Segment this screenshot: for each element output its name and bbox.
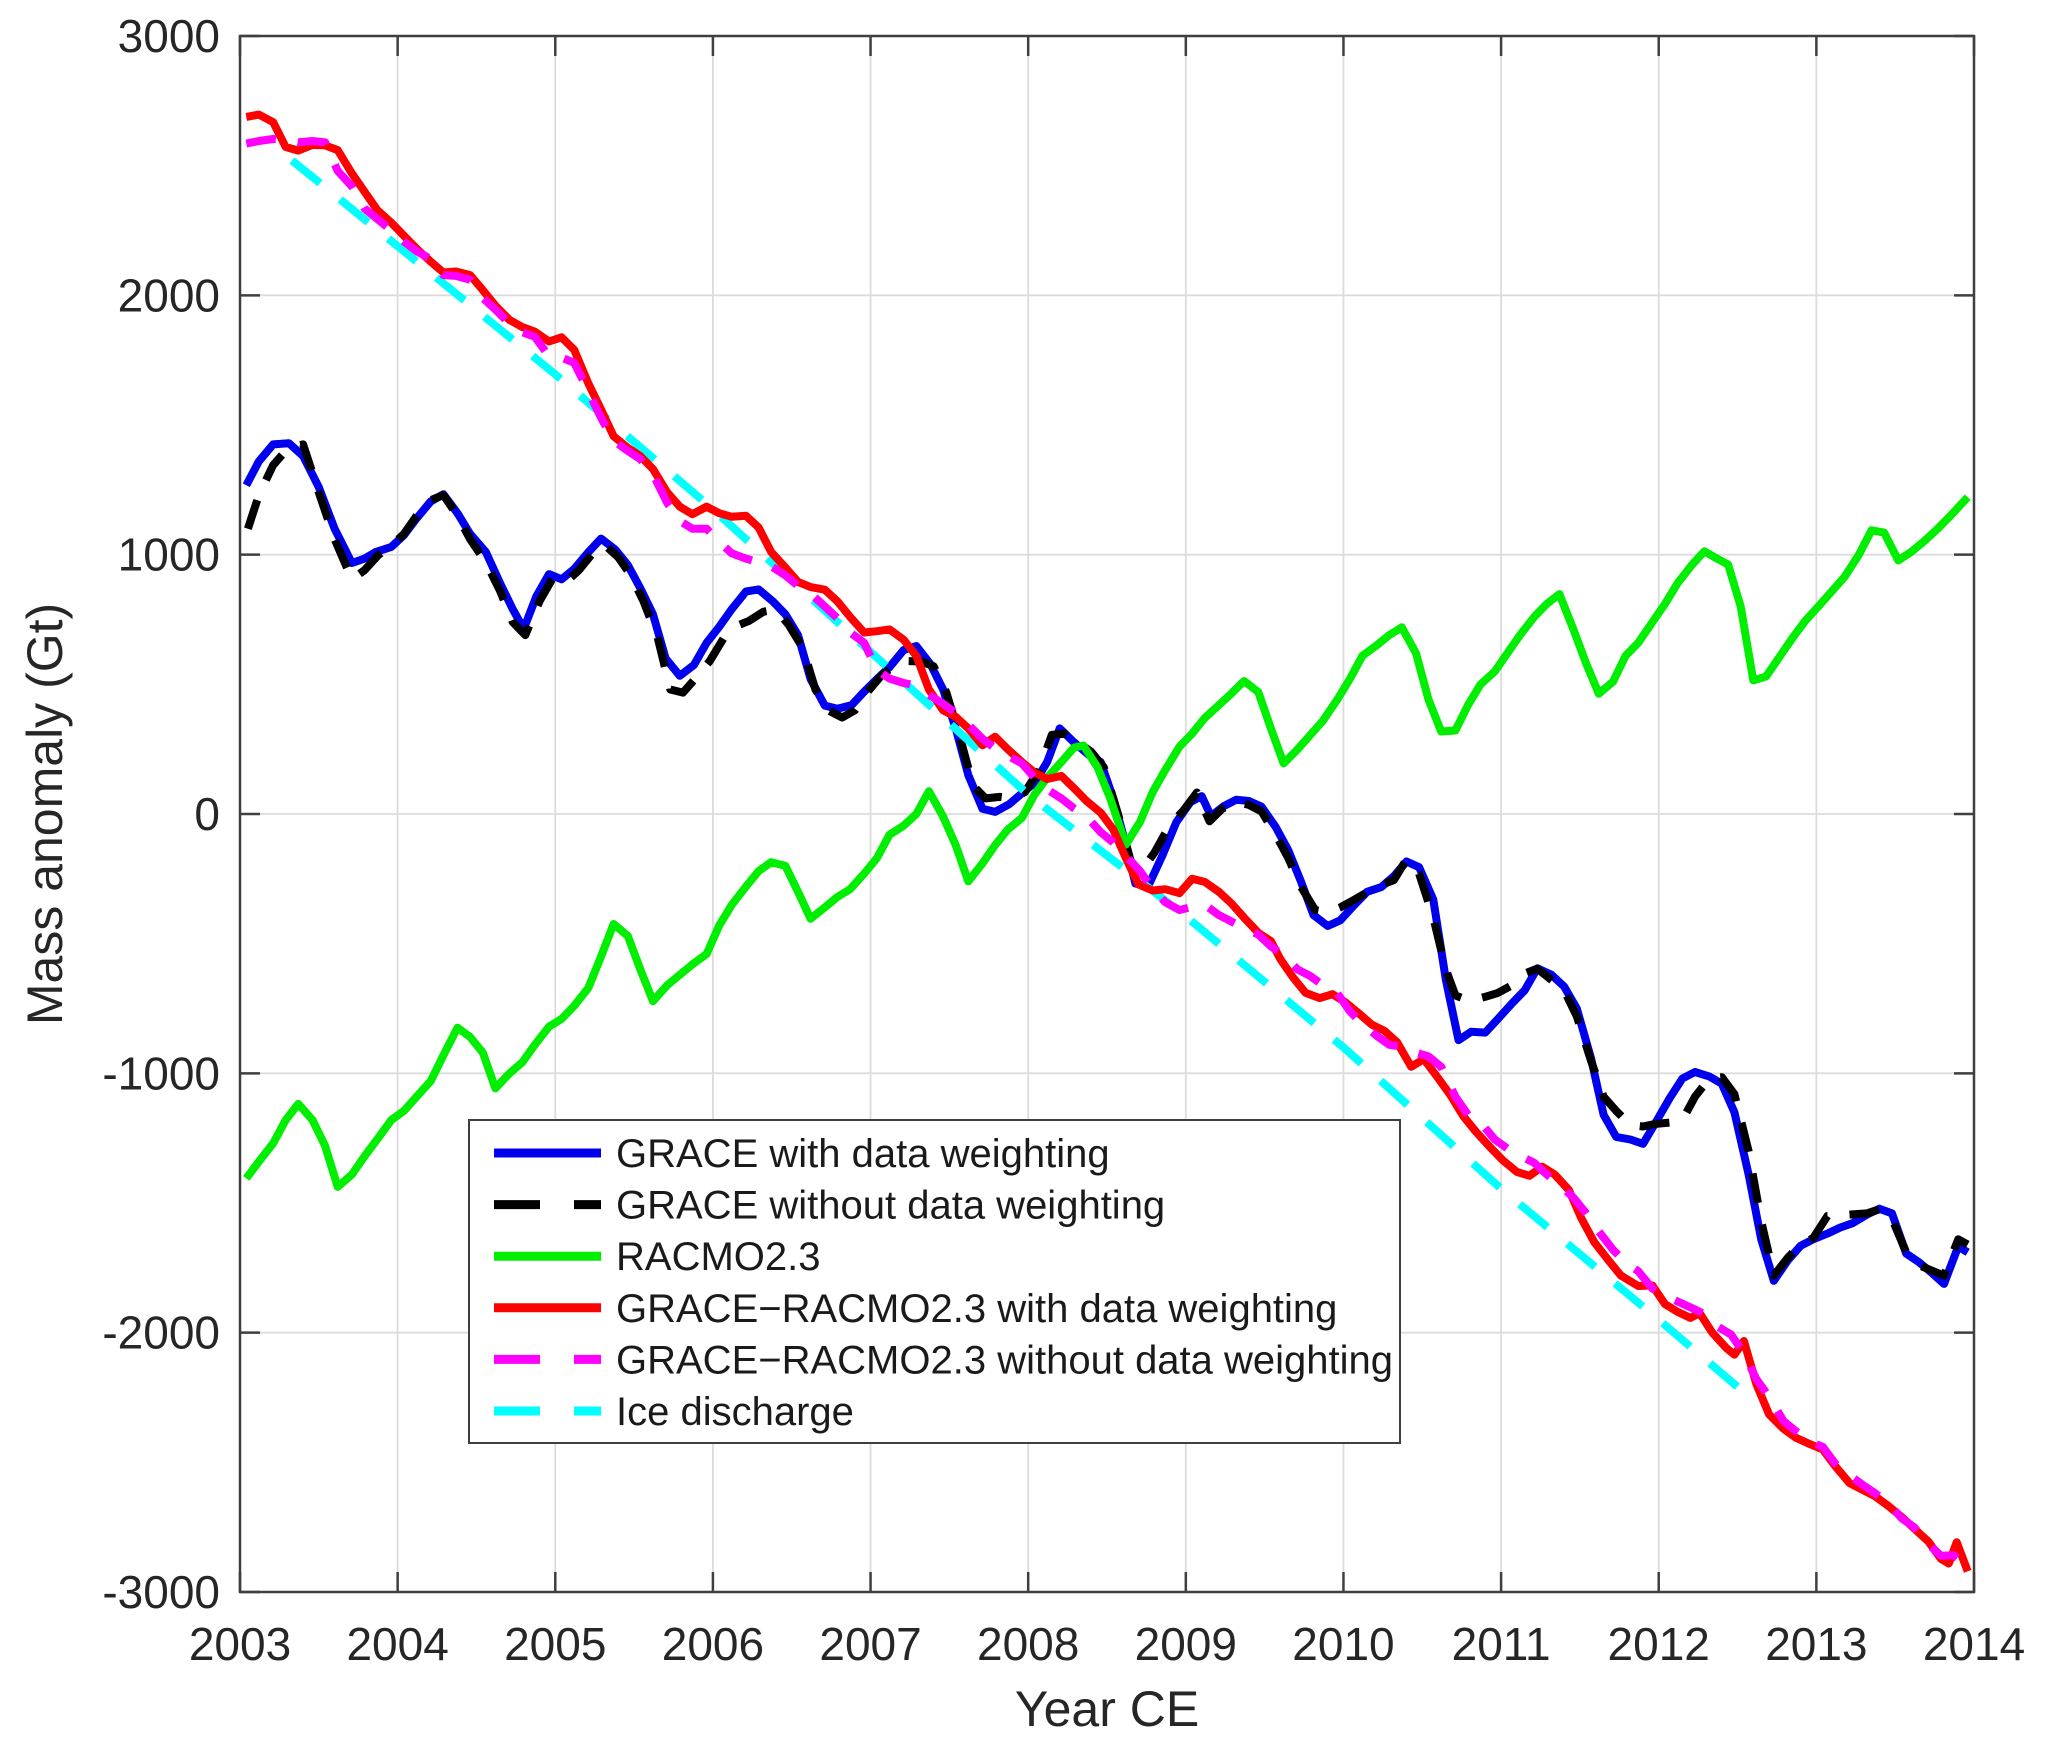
axes-box-and-ticks [238, 34, 1976, 1594]
legend: GRACE with data weighting GRACE without d… [468, 1119, 1401, 1444]
x-tick-label: 2006 [662, 1618, 764, 1670]
legend-item-label: GRACE−RACMO2.3 without data weighting [616, 1338, 1393, 1382]
x-tick-label: 2003 [189, 1618, 291, 1670]
series-line-ice-discharge [289, 157, 1748, 1397]
legend-item-label: Ice discharge [616, 1390, 854, 1434]
y-tick-label: 0 [194, 788, 220, 840]
legend-item-label: GRACE with data weighting [616, 1132, 1110, 1176]
series-line-grace-racmo2.3-without-data-weighting [245, 135, 1971, 1570]
legend-item-label: RACMO2.3 [616, 1235, 821, 1279]
y-tick-label: 2000 [118, 269, 220, 321]
x-tick-label: 2008 [977, 1618, 1079, 1670]
x-axis-label: Year CE [1015, 1681, 1199, 1737]
x-tick-label: 2005 [504, 1618, 606, 1670]
x-tick-label: 2009 [1135, 1618, 1237, 1670]
y-tick-label: 1000 [118, 529, 220, 581]
x-tick-label: 2013 [1765, 1618, 1867, 1670]
y-tick-label: 3000 [118, 10, 220, 62]
y-tick-label: -3000 [102, 1566, 220, 1618]
series-line-racmo2.3 [243, 494, 1971, 1191]
x-tick-label: 2007 [819, 1618, 921, 1670]
x-tick-label: 2014 [1923, 1618, 2025, 1670]
x-tick-label: 2012 [1608, 1618, 1710, 1670]
x-tick-label: 2010 [1292, 1618, 1394, 1670]
data-series [242, 110, 1972, 1573]
x-tick-label: 2004 [346, 1618, 448, 1670]
legend-box [468, 1119, 1401, 1444]
y-axis-label: Mass anomaly (Gt) [17, 603, 73, 1025]
y-tick-label: -2000 [102, 1307, 220, 1359]
legend-item-label: GRACE−RACMO2.3 with data weighting [616, 1287, 1337, 1331]
tick-labels: 2003 2004 2005 2006 2007 2008 2009 2010 2011 2012… [102, 10, 2025, 1670]
x-tick-label: 2011 [1452, 1618, 1551, 1670]
y-tick-label: -1000 [102, 1047, 220, 1099]
legend-item-label: GRACE without data weighting [616, 1184, 1165, 1228]
